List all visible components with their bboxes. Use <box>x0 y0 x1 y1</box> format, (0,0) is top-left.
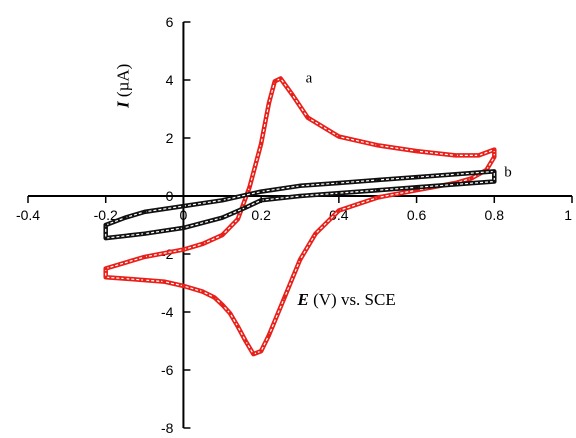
series-a-point <box>220 303 224 307</box>
y-tick-label: 2 <box>166 130 174 146</box>
series-b-point <box>143 210 147 214</box>
series-b-point <box>376 188 380 192</box>
series-b-point <box>337 181 341 185</box>
series-a-point <box>415 149 419 153</box>
series-a-point <box>279 76 283 81</box>
series-b-point <box>123 216 127 220</box>
x-tick-label: 0 <box>180 207 188 223</box>
series-b-point <box>259 190 263 194</box>
series-a-point <box>259 142 263 146</box>
series-a-point <box>123 277 127 281</box>
series-a-point <box>273 79 277 83</box>
x-tick-label: -0.4 <box>16 207 40 223</box>
series-a-point <box>247 185 252 189</box>
series-a-point <box>376 143 380 147</box>
series-a-point <box>259 349 263 353</box>
series-b-point <box>453 172 457 176</box>
series-a-point <box>492 148 496 152</box>
series-b-point <box>298 194 302 198</box>
series-a-point <box>244 339 248 343</box>
x-axis-title-rest: (V) vs. SCE <box>309 290 396 309</box>
x-tick-label: -0.2 <box>94 207 118 223</box>
series-b-point <box>376 178 380 182</box>
y-tick-label: -6 <box>161 362 174 378</box>
x-tick-label: 0.2 <box>251 207 271 223</box>
series-a-point <box>492 155 496 159</box>
series-b-point <box>298 184 302 188</box>
series-a-point <box>337 135 341 139</box>
series-a-point <box>236 217 240 221</box>
series-b-point <box>259 198 263 202</box>
series-a-line-inner <box>105 77 495 355</box>
series-a-point <box>181 284 185 288</box>
series-a-point <box>376 195 380 200</box>
series-a-point <box>236 324 240 329</box>
series-a-point <box>143 255 147 259</box>
series-a-point <box>143 278 147 282</box>
series-a-point <box>306 116 310 120</box>
series-a-point <box>104 275 108 279</box>
series-b-point <box>181 226 185 230</box>
y-axis-title: I (µA) <box>113 64 132 109</box>
series-a-point <box>477 153 481 157</box>
series-layer: ab <box>103 71 512 357</box>
series-b-point <box>415 185 419 189</box>
series-b-point <box>244 206 248 210</box>
series-a-point <box>267 101 271 105</box>
series-a-point <box>453 153 457 157</box>
series-a-point <box>181 248 185 252</box>
series-b-point <box>143 232 147 236</box>
series-a-point <box>162 280 166 284</box>
series-a-point <box>313 232 318 236</box>
series-b-point <box>415 175 419 179</box>
series-b-point <box>104 223 108 227</box>
series-a-point <box>220 233 224 237</box>
series-a-point <box>251 352 255 356</box>
series-a-point <box>104 266 108 271</box>
x-tick-label: 0.6 <box>407 207 427 223</box>
series-a-point <box>290 92 294 97</box>
x-ticks: -0.4 -0.2 0 0.2 0.4 0.6 0.8 1 <box>16 196 573 223</box>
y-tick-label: 4 <box>166 72 174 88</box>
series-a-point <box>201 242 205 246</box>
series-b-point <box>453 182 457 186</box>
series-a-point <box>201 290 205 294</box>
y-tick-label: -4 <box>161 304 174 320</box>
y-tick-label: -8 <box>161 420 174 436</box>
x-axis-title-italic: E <box>297 290 309 309</box>
y-tick-label: 6 <box>166 14 174 30</box>
series-b-point <box>492 169 496 173</box>
y-tick-label: 0 <box>166 188 174 204</box>
series-a-label: a <box>306 71 313 87</box>
series-b-point <box>181 204 185 208</box>
y-axis-title-rest: (µA) <box>113 64 132 102</box>
series-b-point <box>492 179 496 184</box>
series-a-point <box>228 311 232 315</box>
series-a-point <box>298 258 302 262</box>
series-a-point <box>337 208 341 213</box>
series-b-point <box>337 191 341 195</box>
series-b-line <box>103 169 497 241</box>
series-b-label: b <box>504 164 512 180</box>
y-axis-title-italic: I <box>113 100 132 109</box>
series-a-point <box>469 177 473 181</box>
x-tick-label: 0.8 <box>485 207 505 223</box>
series-b-point <box>220 198 224 202</box>
series-a-point <box>212 295 217 300</box>
x-axis-title: E (V) vs. SCE <box>297 290 396 309</box>
series-b-line-inner <box>105 170 495 239</box>
series-b-point <box>220 216 224 220</box>
x-tick-label: 1 <box>564 207 572 223</box>
series-a-point <box>282 295 287 300</box>
series-a-point <box>267 333 271 337</box>
series-b-point <box>104 236 108 240</box>
